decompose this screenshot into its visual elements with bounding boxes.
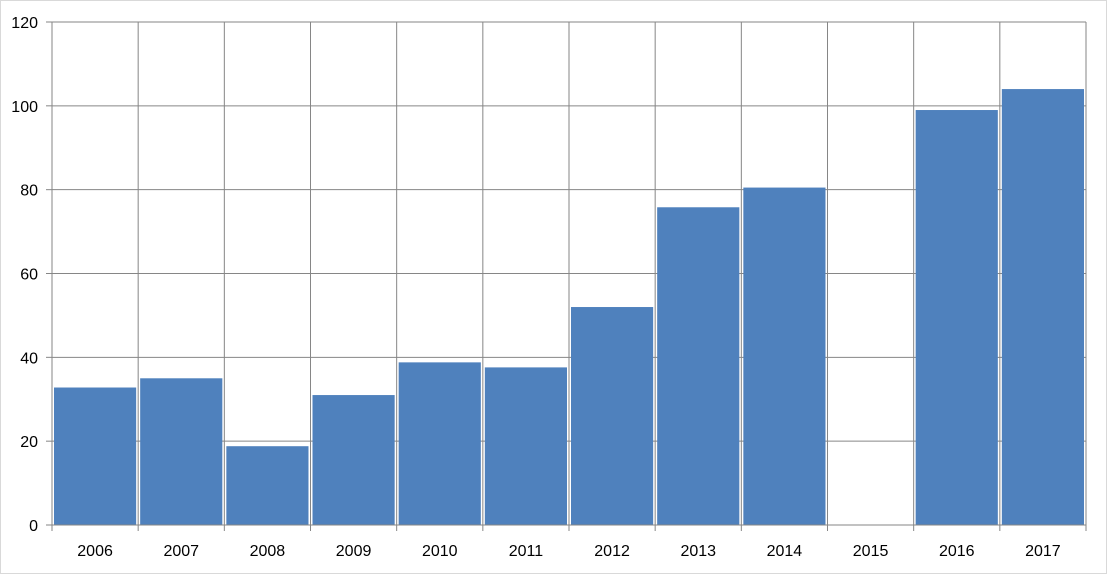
bar-2008	[226, 446, 309, 525]
x-tick-label: 2013	[680, 543, 716, 560]
y-tick-label: 100	[11, 99, 38, 116]
y-tick-label: 0	[29, 518, 38, 535]
bar-2012	[571, 307, 654, 525]
x-tick-label: 2006	[77, 543, 113, 560]
x-tick-label: 2012	[594, 543, 630, 560]
x-tick-label: 2017	[1025, 543, 1061, 560]
axes	[46, 21, 1087, 531]
x-tick-label: 2014	[767, 543, 803, 560]
x-tick-label: 2016	[939, 543, 975, 560]
bar-2009	[312, 395, 395, 525]
gridlines	[52, 21, 1087, 525]
bar-2011	[484, 367, 567, 525]
x-tick-label: 2011	[509, 543, 544, 560]
bars	[54, 89, 1084, 526]
y-tick-label: 80	[20, 183, 38, 200]
bar-2014	[743, 187, 826, 525]
bar-2013	[657, 207, 740, 525]
bar-2017	[1001, 89, 1084, 526]
x-tick-label: 2008	[250, 543, 286, 560]
x-tick-label: 2007	[163, 543, 199, 560]
x-tick-label: 2015	[853, 543, 889, 560]
y-tick-label: 120	[11, 15, 38, 32]
y-tick-label: 60	[20, 267, 38, 284]
bar-2016	[915, 110, 998, 526]
y-tick-label: 40	[20, 350, 38, 367]
tick-labels: 0 20 40 60 80 100 120 2006 2007 2008 2009 2010 2011 2…	[11, 15, 1061, 560]
y-tick-label: 20	[20, 434, 38, 451]
x-tick-label: 2010	[422, 543, 458, 560]
bar-2007	[140, 378, 223, 525]
bar-2006	[54, 387, 137, 525]
bar-2010	[398, 362, 481, 525]
x-tick-label: 2009	[336, 543, 372, 560]
